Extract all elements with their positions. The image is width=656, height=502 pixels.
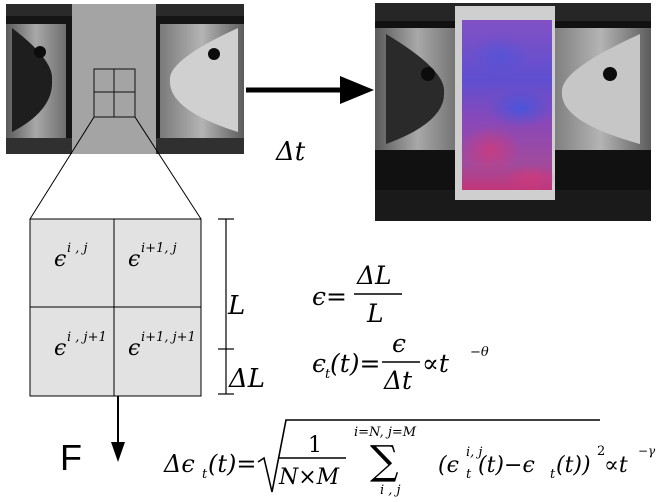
svg-text:t: t [325,367,331,382]
specimen-photo-before [6,4,244,154]
delta-length-label: ΔL [228,364,265,394]
svg-text:(t)=: (t)= [330,349,381,378]
svg-text:t: t [202,467,208,482]
grid-cell-1: ϵ i+1, j [128,241,177,272]
svg-text:1: 1 [308,433,322,458]
svg-text:i+1, j: i+1, j [141,241,177,256]
svg-text:L: L [366,299,384,328]
svg-text:−θ: −θ [470,345,489,360]
svg-text:(t)=: (t)= [208,450,256,478]
svg-text:i , j: i , j [67,241,88,256]
zoom-lines [29,116,202,220]
svg-text:∝t: ∝t [604,453,628,478]
grid-cell-3: ϵ i+1, j+1 [128,330,196,361]
svg-text:ϵ=: ϵ= [312,282,347,311]
svg-text:i+1, j+1: i+1, j+1 [141,330,196,345]
svg-text:t: t [466,467,472,482]
equation-strain-fluctuation: Δϵ t (t)= 1 N×M i=N, j=M ∑ i , j (ϵ i, j… [163,419,656,498]
force-label: F [60,437,82,478]
svg-text:i=N, j=M: i=N, j=M [354,425,417,440]
svg-text:(t)): (t)) [556,453,591,478]
svg-text:ϵ: ϵ [128,247,140,272]
svg-text:ϵ: ϵ [392,329,406,358]
force-arrow [111,396,125,462]
svg-text:N×M: N×M [278,465,340,490]
svg-text:−γ: −γ [638,444,656,458]
svg-text:t: t [550,467,556,482]
length-bracket [218,218,234,395]
svg-text:i, j: i, j [466,445,482,460]
svg-text:ϵ: ϵ [312,349,326,378]
subgrid-marker [93,68,136,118]
svg-text:Δϵ: Δϵ [163,450,195,478]
equation-strain-rate: ϵ t (t)= ϵ Δt ∝t −θ [312,329,489,395]
delta-t-label: Δt [275,137,306,167]
svg-text:2: 2 [597,444,605,459]
svg-text:i , j+1: i , j+1 [67,330,107,345]
grid-cell-2: ϵ i , j+1 [54,330,107,361]
length-label: L [227,291,245,321]
svg-text:ϵ: ϵ [54,247,66,272]
svg-text:i , j: i , j [380,483,401,498]
svg-text:(ϵ: (ϵ [438,453,459,478]
strain-grid [29,218,202,397]
svg-text:∝t: ∝t [422,349,450,378]
svg-text:ϵ: ϵ [128,336,140,361]
svg-text:(t)−ϵ: (t)−ϵ [478,453,535,478]
specimen-photo-after [375,3,651,221]
equation-strain: ϵ= ΔL L [312,261,402,328]
time-arrow [246,76,374,104]
svg-text:Δt: Δt [383,366,413,395]
svg-text:ϵ: ϵ [54,336,66,361]
grid-cell-0: ϵ i , j [54,241,88,272]
sqrt-sign [257,419,600,493]
svg-text:∑: ∑ [370,438,399,484]
svg-text:ΔL: ΔL [356,261,392,290]
